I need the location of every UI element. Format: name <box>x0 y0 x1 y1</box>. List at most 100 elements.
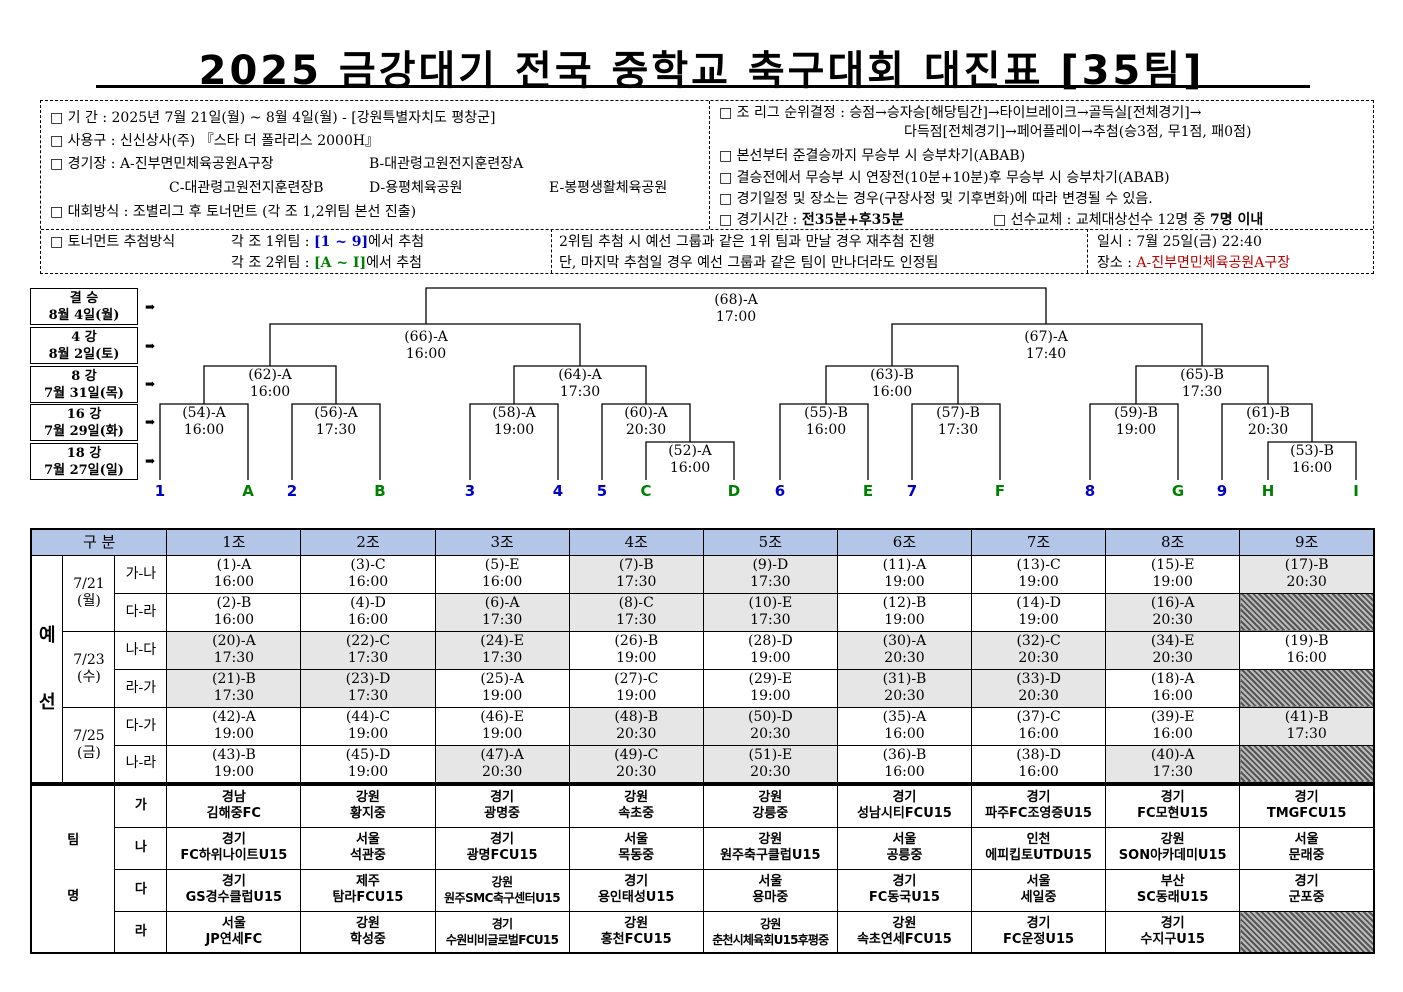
pair-cell: 다-라 <box>114 592 168 632</box>
match-64: (64)-A 17:30 <box>558 367 602 400</box>
info-date: 일시 : 7월 25일(금) 22:40 <box>1097 234 1262 250</box>
match-cell: (49)-C 20:30 <box>568 744 704 784</box>
info-change: □ 경기일정 및 장소는 경우(구장사정 및 기후변화)에 따라 변경될 수 있… <box>719 191 1153 207</box>
slot-label: E <box>862 482 874 500</box>
slot-label: 6 <box>774 482 786 500</box>
team-cell: 인천 에피킵토UTDU15 <box>970 826 1107 870</box>
team-cell: 강원 황지중 <box>300 784 436 828</box>
team-cell: 서울 용마중 <box>702 868 838 912</box>
slot-label: 9 <box>1216 482 1228 500</box>
team-cell: 경기 GS경수클럽U15 <box>166 868 302 912</box>
match-cell: (22)-C 17:30 <box>300 630 436 670</box>
slot-label: 7 <box>906 482 918 500</box>
match-cell: (10)-E 17:30 <box>702 592 838 632</box>
match-cell: (16)-A 20:30 <box>1105 592 1241 632</box>
schedule-row: 다-라 (2)-B 16:00 (4)-D 16:00 (6)-A 17:30 (8)… <box>31 592 1375 632</box>
pair-cell: 나-다 <box>114 630 168 670</box>
match-66: (66)-A 16:00 <box>404 329 448 362</box>
header-group: 2조 <box>300 528 436 556</box>
header-gubun: 구 분 <box>30 528 168 556</box>
arrow-icon: ➡ <box>145 454 156 468</box>
title-underline <box>96 85 1310 88</box>
info-divider <box>551 229 552 273</box>
slot-cell: 다 <box>114 868 168 912</box>
team-cell: 경기 파주FC조영증U15 <box>970 784 1107 828</box>
header-group: 4조 <box>568 528 704 556</box>
team-cell: 부산 SC동래U15 <box>1105 868 1241 912</box>
team-cell: 강원 SON아카데미U15 <box>1105 826 1241 870</box>
schedule-row: 7/25 (금) 다-가 (42)-A 19:00 (44)-C 19:00 (46)… <box>31 706 1375 784</box>
team-cell: 경기 광명중 <box>434 784 570 828</box>
match-cell: (24)-E 17:30 <box>434 630 570 670</box>
team-cell: 경기 TMGFCU15 <box>1239 784 1375 828</box>
info-venue: □ 경기장 : A-진부면민체육공원A구장 <box>50 156 274 172</box>
team-cell: 제주 탐라FCU15 <box>300 868 436 912</box>
match-67: (67)-A 17:40 <box>1024 329 1068 362</box>
team-cell: 경기 FC모현U15 <box>1105 784 1241 828</box>
match-cell: (7)-B 17:30 <box>568 554 704 594</box>
info-method: □ 대회방식 : 조별리그 후 토너먼트 (각 조 1,2위팀 본선 진출) <box>50 204 417 220</box>
slot-cell: 라 <box>114 910 168 954</box>
match-cell: (21)-B 17:30 <box>166 668 302 708</box>
info-redraw2: 단, 마지막 추첨일 경우 예선 그룹과 같은 팀이 만나더라도 인정됨 <box>559 255 939 271</box>
match-cell: (42)-A 19:00 <box>166 706 302 746</box>
match-56: (56)-A 17:30 <box>314 405 358 438</box>
info-divider <box>1087 229 1088 273</box>
round-label-18: 18 강 7월 27일(일) <box>30 443 138 480</box>
team-cell: 경기 FC하위나이트U15 <box>166 826 302 870</box>
match-cell: (4)-D 16:00 <box>300 592 436 632</box>
slot-label: 5 <box>596 482 608 500</box>
slot-cell: 가 <box>114 784 168 828</box>
match-cell: (34)-E 20:30 <box>1105 630 1241 670</box>
info-rank2: 다득점[전체경기]→페어플레이→추첨(승3점, 무1점, 패0점) <box>904 124 1252 140</box>
match-cell: (11)-A 19:00 <box>836 554 973 594</box>
header-group: 6조 <box>836 528 973 556</box>
match-cell: (41)-B 17:30 <box>1239 706 1375 746</box>
match-cell: (45)-D 19:00 <box>300 744 436 784</box>
info-venue-d: D-용평체육공원 <box>369 180 463 196</box>
round-label-final: 결 승 8월 4일(월) <box>30 288 138 325</box>
team-cell: 강원 원주SMC축구센터U15 <box>434 868 570 912</box>
schedule-row: 7/23 (수) 나-다 (20)-A 17:30 (22)-C 17:30 (24)… <box>31 630 1375 708</box>
empty-cell <box>1239 744 1375 784</box>
match-cell: (15)-E 19:00 <box>1105 554 1241 594</box>
slot-label: 4 <box>552 482 564 500</box>
match-61: (61)-B 20:30 <box>1246 405 1290 438</box>
slot-label: H <box>1261 482 1275 500</box>
match-62: (62)-A 16:00 <box>248 367 292 400</box>
info-sub: □ 선수교체 : 교체대상선수 12명 중 7명 이내 <box>993 212 1264 228</box>
match-cell: (28)-D 19:00 <box>702 630 838 670</box>
slot-label: 8 <box>1084 482 1096 500</box>
team-cell: 경기 수지구U15 <box>1105 910 1241 954</box>
team-cell: 서울 JP연세FC <box>166 910 302 954</box>
match-cell: (38)-D 16:00 <box>971 744 1107 784</box>
info-box: □ 기 간 : 2025년 7월 21일(월) ~ 8월 4일(월) - [강원… <box>40 100 1374 274</box>
match-cell: (23)-D 17:30 <box>300 668 436 708</box>
schedule-row: 나-라 (43)-B 19:00 (45)-D 19:00 (47)-A 20:30 … <box>31 744 1375 784</box>
match-cell: (29)-E 19:00 <box>702 668 838 708</box>
info-venue-c: C-대관령고원전지훈련장B <box>169 180 324 196</box>
match-cell: (44)-C 19:00 <box>300 706 436 746</box>
team-cell: 서울 공릉중 <box>836 826 972 870</box>
team-cell: 서울 석관중 <box>300 826 436 870</box>
match-cell: (33)-D 20:30 <box>971 668 1107 708</box>
match-cell: (26)-B 19:00 <box>568 630 704 670</box>
match-65: (65)-B 17:30 <box>1180 367 1224 400</box>
header-group: 8조 <box>1105 528 1241 556</box>
match-cell: (40)-A 17:30 <box>1105 744 1241 784</box>
match-53: (53)-B 16:00 <box>1290 443 1334 476</box>
match-cell: (17)-B 20:30 <box>1239 554 1375 594</box>
slot-label: 2 <box>286 482 298 500</box>
tournament-bracket: 결 승 8월 4일(월) 4 강 8월 2일(토) 8 강 7월 31일(목) 16 … <box>0 282 1403 512</box>
team-cell: 경기 군포중 <box>1239 868 1375 912</box>
match-58: (58)-A 19:00 <box>492 405 536 438</box>
match-68: (68)-A 17:00 <box>714 292 758 325</box>
header-group: 5조 <box>702 528 838 556</box>
slot-label: 1 <box>154 482 166 500</box>
team-row: 나 경기 FC하위나이트U15 서울 석관중 경기 광명FCU15 서울 목동중 강원 원… <box>31 826 1375 870</box>
team-cell: 서울 목동중 <box>568 826 704 870</box>
team-cell: 강원 학성중 <box>300 910 436 954</box>
